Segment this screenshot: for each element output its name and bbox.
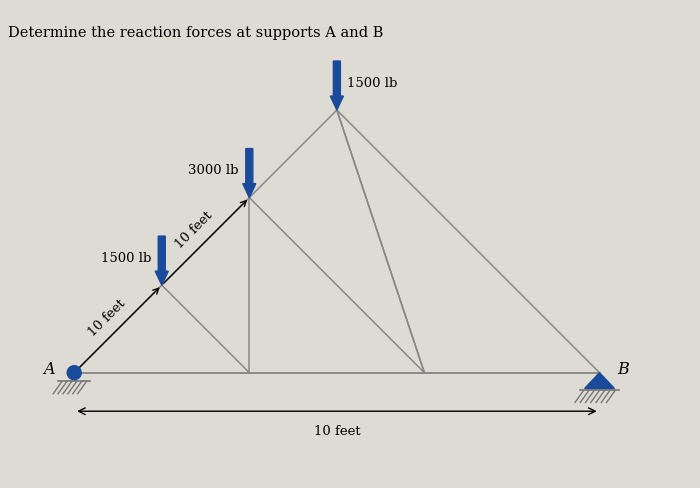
FancyArrow shape: [330, 61, 344, 110]
Text: 10 feet: 10 feet: [314, 425, 360, 438]
FancyArrow shape: [155, 236, 168, 285]
Text: 1500 lb: 1500 lb: [101, 252, 151, 264]
Circle shape: [67, 366, 81, 380]
FancyArrow shape: [243, 148, 256, 198]
Text: 10 feet: 10 feet: [174, 209, 216, 251]
Text: B: B: [617, 361, 629, 378]
Text: Determine the reaction forces at supports A and B: Determine the reaction forces at support…: [8, 26, 383, 40]
Text: 10 feet: 10 feet: [86, 297, 128, 339]
Polygon shape: [584, 373, 615, 388]
Text: 3000 lb: 3000 lb: [188, 164, 239, 177]
Text: 1500 lb: 1500 lb: [347, 77, 398, 90]
Text: A: A: [43, 361, 55, 378]
